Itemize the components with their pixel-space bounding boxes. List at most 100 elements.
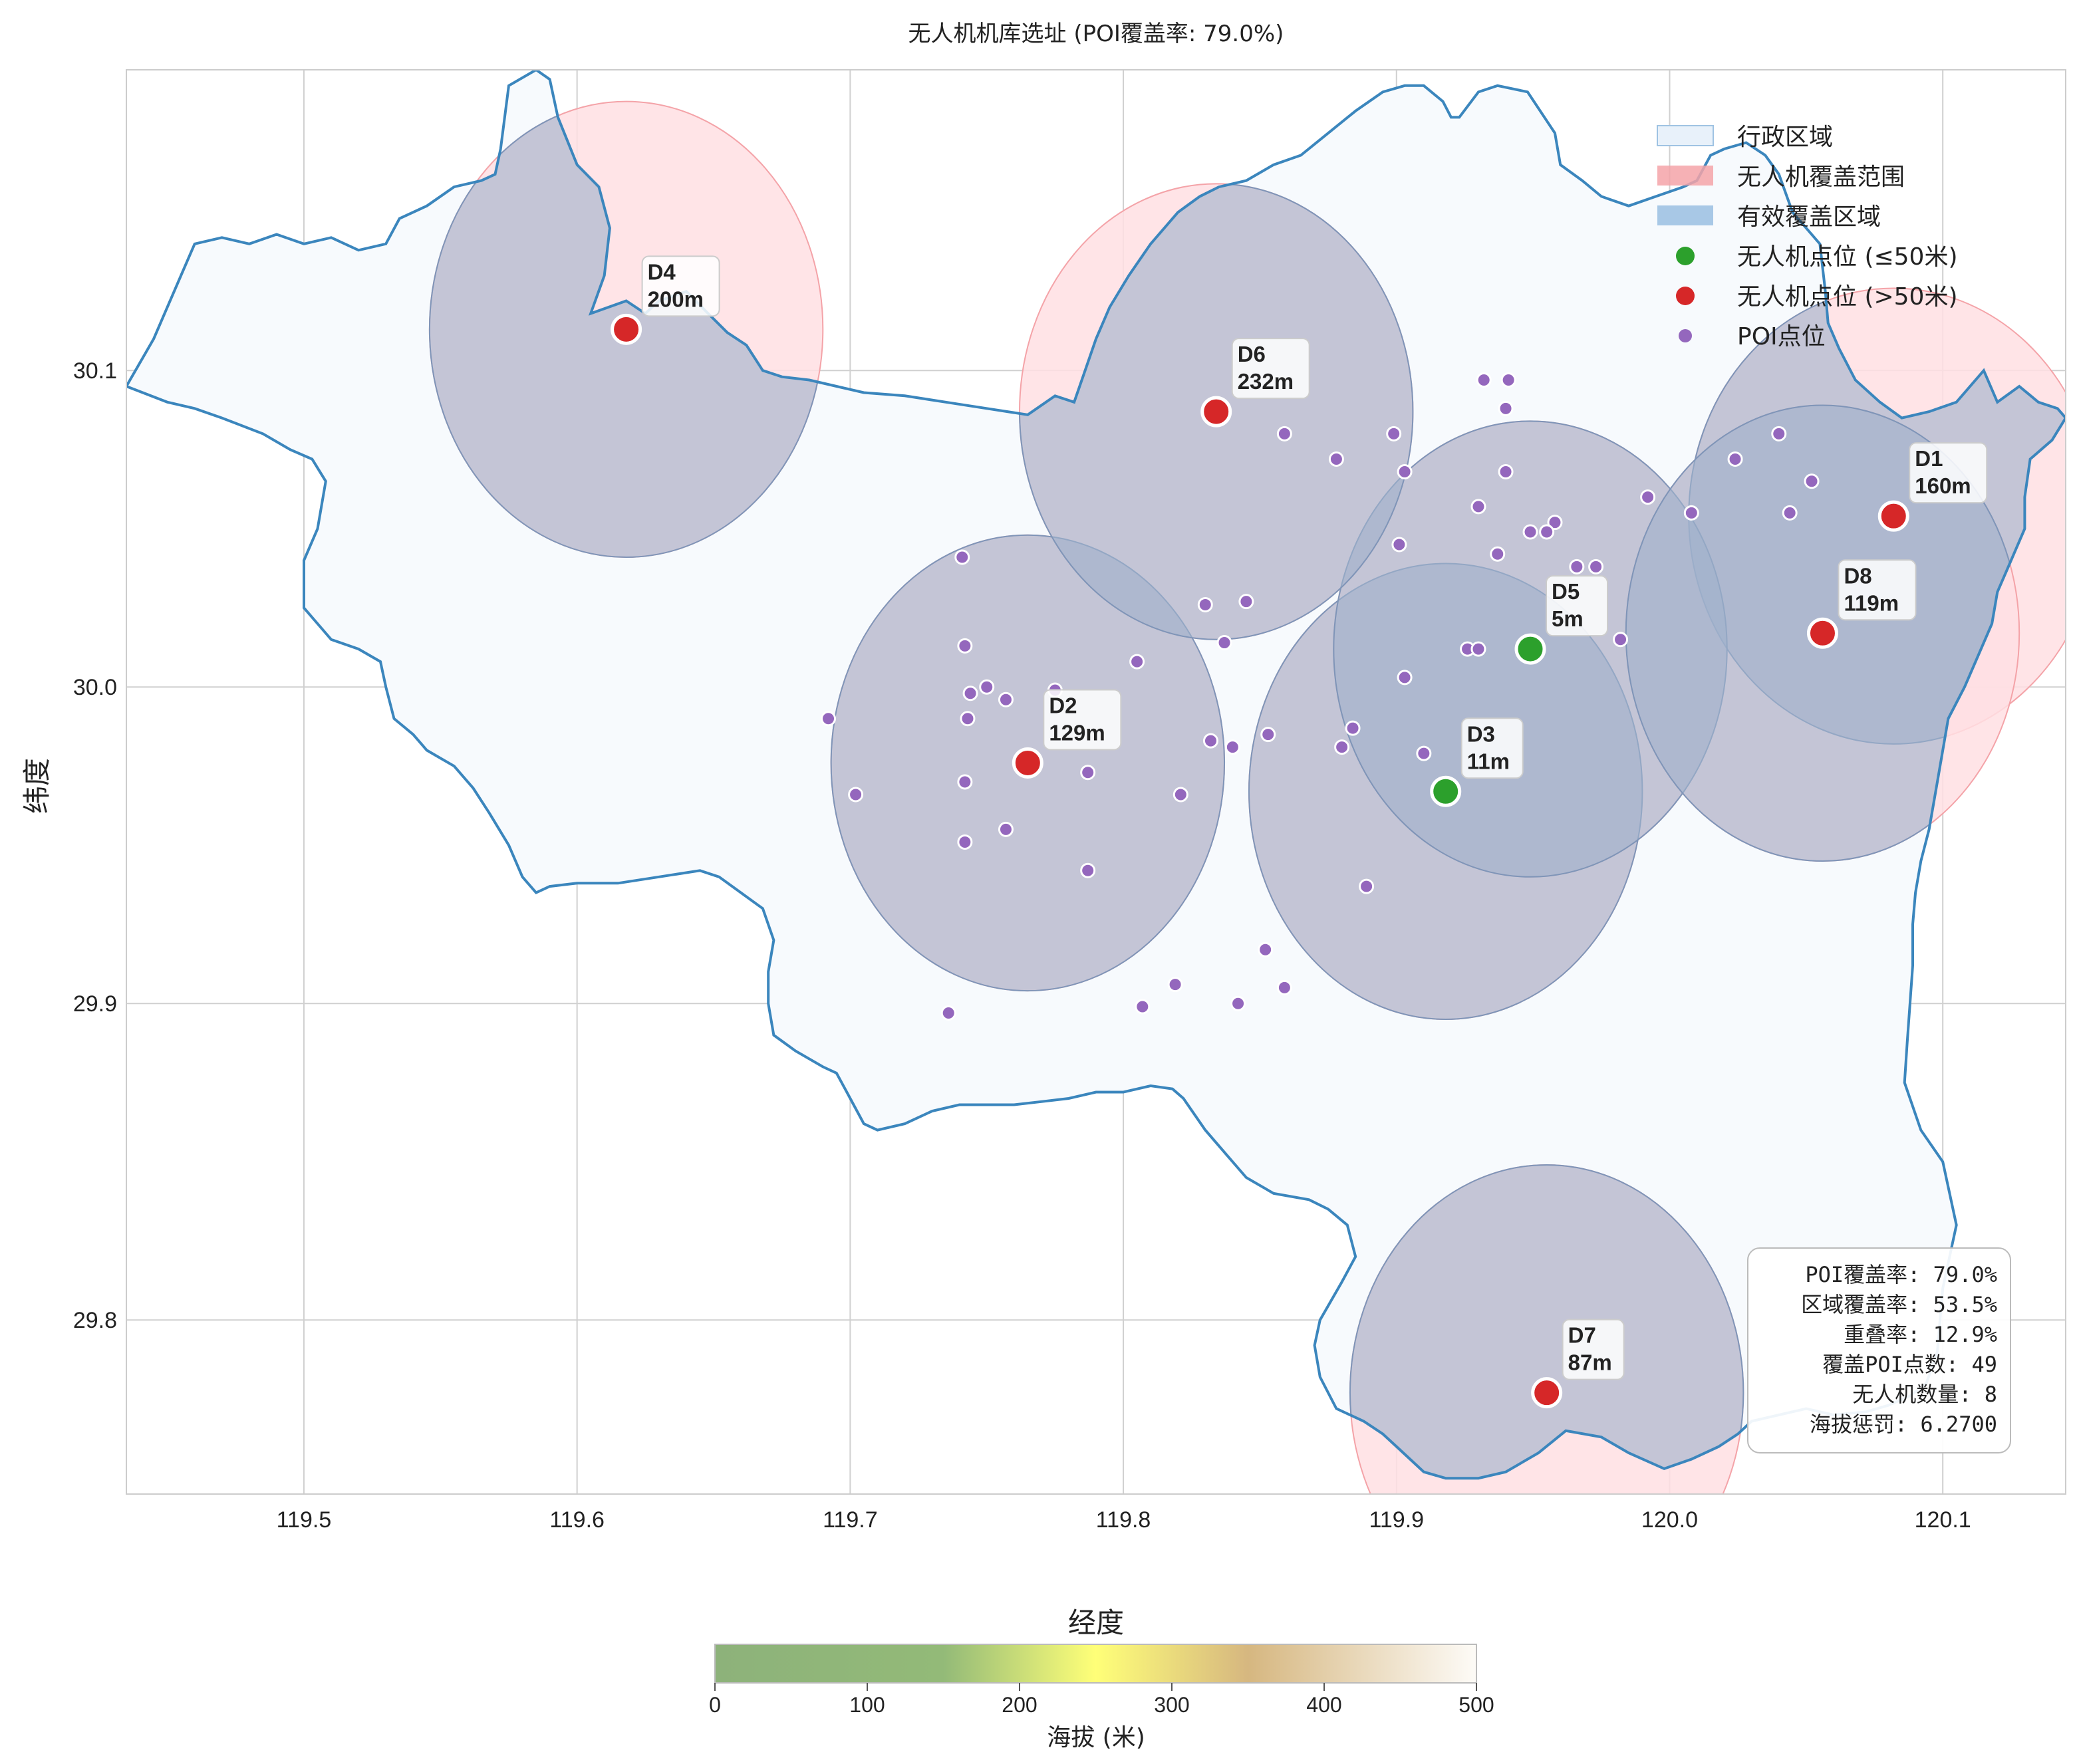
legend-swatch-coverage <box>1657 166 1713 186</box>
x-tick-label: 119.7 <box>823 1507 878 1533</box>
stats-line: 重叠率: 12.9% <box>1844 1322 1997 1347</box>
poi-point <box>1334 739 1350 755</box>
drone-label-box-D4 <box>641 255 720 317</box>
poi-point <box>1476 372 1492 388</box>
poi-point <box>1173 787 1188 803</box>
poi-point <box>1216 635 1232 651</box>
drone-label-D8: D8 <box>1844 563 1871 588</box>
poi-point <box>1080 862 1096 878</box>
poi-point <box>1470 499 1486 515</box>
poi-points <box>821 372 1820 1021</box>
drone-elevation-D2: 129m <box>1049 720 1105 745</box>
drone-label-D2: D2 <box>1049 693 1077 717</box>
poi-point <box>1397 464 1413 480</box>
drone-label-D4: D4 <box>648 259 676 284</box>
colorbar-tick-label: 500 <box>1458 1693 1494 1717</box>
drone-marker-D7[interactable] <box>1531 1377 1563 1409</box>
legend-label: 无人机覆盖范围 <box>1737 164 1905 191</box>
poi-point <box>1386 426 1402 441</box>
poi-point <box>1683 505 1699 521</box>
poi-point <box>848 787 864 803</box>
drone-marker-D1[interactable] <box>1877 500 1909 532</box>
drone-elevation-D3: 11m <box>1467 749 1510 773</box>
legend-label: 有效覆盖区域 <box>1737 203 1881 231</box>
poi-point <box>1522 524 1538 540</box>
poi-point <box>1202 733 1218 749</box>
axes-frame <box>126 69 2066 1495</box>
drone-D2[interactable]: D2 129m <box>1012 689 1122 779</box>
colorbar-tick-label: 0 <box>709 1693 721 1717</box>
y-tick-label: 30.0 <box>73 675 117 700</box>
x-tick-label: 120.1 <box>1915 1507 1971 1533</box>
poi-point <box>1613 632 1629 648</box>
x-tick-label: 119.6 <box>549 1507 605 1533</box>
colorbar-tick-label: 200 <box>1002 1693 1037 1717</box>
y-tick-label: 29.9 <box>73 991 117 1017</box>
drone-label-D1: D1 <box>1915 446 1943 471</box>
legend-swatch-region <box>1657 125 1714 146</box>
poi-point <box>1640 489 1656 505</box>
stats-line: 覆盖POI点数: 49 <box>1822 1352 1997 1377</box>
drone-marker-D3[interactable] <box>1430 775 1462 807</box>
drone-label-D3: D3 <box>1467 721 1495 746</box>
colorbar-ticks: 0 100 200 300 400 500 <box>709 1683 1494 1717</box>
drone-label-box-D8 <box>1838 559 1917 621</box>
poi-point <box>1498 400 1514 416</box>
drone-D6[interactable]: D6 232m <box>1200 338 1310 428</box>
drone-marker-D2[interactable] <box>1012 747 1043 779</box>
stats-box: POI覆盖率: 79.0% 区域覆盖率: 53.5% 重叠率: 12.9% 覆盖POI… <box>1747 1247 2011 1453</box>
poi-point <box>940 1005 956 1021</box>
colorbar-tick-label: 400 <box>1306 1693 1341 1717</box>
x-tick-label: 119.5 <box>277 1507 332 1533</box>
drone-elevation-D6: 232m <box>1238 369 1294 394</box>
x-axis-label: 经度 <box>1068 1606 1124 1639</box>
poi-point <box>1391 537 1407 553</box>
poi-point <box>962 686 978 701</box>
legend-marker-drone-high <box>1676 287 1695 305</box>
legend-marker-drone-low <box>1676 247 1695 265</box>
drone-marker-D6[interactable] <box>1200 396 1232 428</box>
drone-marker-D8[interactable] <box>1806 617 1838 649</box>
poi-point <box>1276 426 1292 441</box>
poi-point <box>1260 727 1276 743</box>
drone-marker-D5[interactable] <box>1514 633 1546 665</box>
stats-line: POI覆盖率: 79.0% <box>1805 1262 1997 1287</box>
legend-item-coverage: 无人机覆盖范围 <box>1657 164 1905 191</box>
drone-marker-D4[interactable] <box>611 313 642 345</box>
drone-label-box-D6 <box>1231 338 1310 400</box>
legend-label: POI点位 <box>1737 323 1826 350</box>
legend-item-region: 行政区域 <box>1657 124 1833 151</box>
legend-label: 无人机点位 (≤50米) <box>1737 243 1958 271</box>
poi-point <box>998 821 1014 837</box>
drone-D4[interactable]: D4 200m <box>611 255 720 345</box>
poi-point <box>1588 559 1604 574</box>
poi-point <box>1782 505 1798 521</box>
poi-point <box>1238 594 1254 610</box>
drone-label-D5: D5 <box>1552 579 1580 604</box>
x-tick-label: 119.9 <box>1369 1507 1424 1533</box>
poi-point <box>1258 942 1274 957</box>
poi-point <box>1416 745 1432 761</box>
legend-item-drone-low: 无人机点位 (≤50米) <box>1676 243 1958 271</box>
drone-label-box-D2 <box>1043 689 1122 751</box>
poi-point <box>1080 765 1096 781</box>
colorbar-tick-label: 100 <box>849 1693 885 1717</box>
drone-label-box-D5 <box>1546 575 1609 637</box>
legend-item-drone-high: 无人机点位 (>50米) <box>1676 283 1958 311</box>
legend-item-effective: 有效覆盖区域 <box>1657 203 1881 231</box>
drone-label-D7: D7 <box>1568 1323 1596 1348</box>
poi-point <box>1135 999 1151 1015</box>
poi-point <box>821 711 837 727</box>
stats-line: 区域覆盖率: 53.5% <box>1801 1292 1997 1317</box>
poi-point <box>1539 524 1555 540</box>
drone-elevation-D1: 160m <box>1915 473 1971 498</box>
poi-point <box>1197 596 1213 612</box>
x-tick-labels: 119.5 119.6 119.7 119.8 119.9 120.0 120.1 <box>277 1507 1971 1533</box>
colorbar <box>714 1644 1477 1684</box>
